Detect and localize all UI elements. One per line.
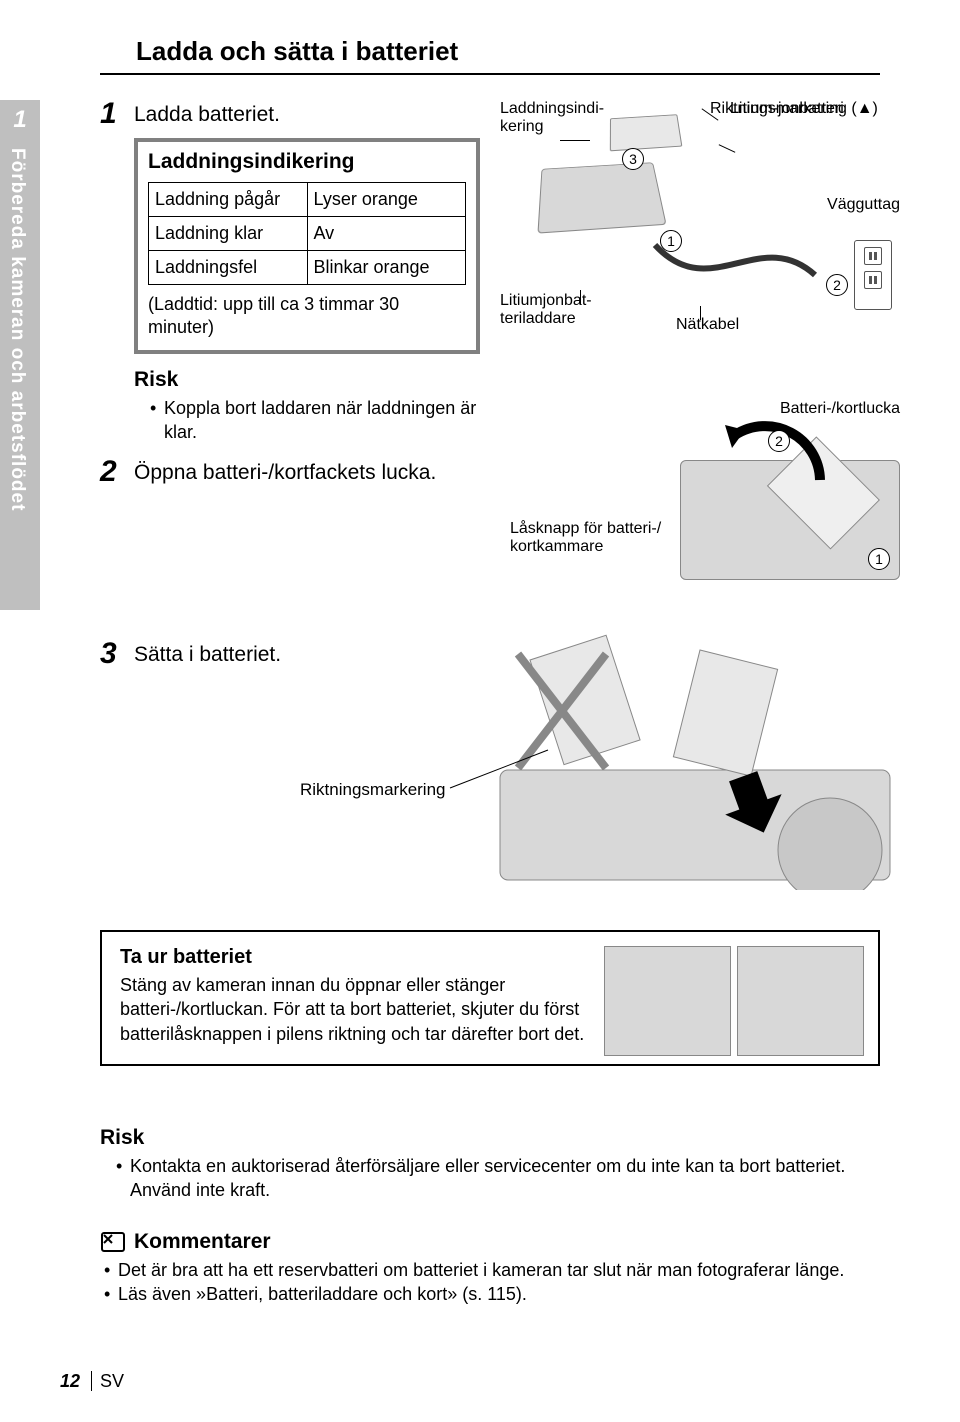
risk-2-section: Risk Kontakta en auktoriserad återförsäl… — [100, 1120, 880, 1203]
label-direction-mark-2: Riktningsmarkering — [300, 780, 446, 800]
table-row: Laddning klar Av — [149, 217, 466, 251]
callout-2b: 2 — [768, 430, 790, 452]
indicator-table: Laddning pågår Lyser orange Laddning kla… — [148, 182, 466, 285]
step-2-text: Öppna batteri-/kortfackets lucka. — [134, 458, 436, 486]
step-2-number: 2 — [100, 458, 134, 486]
risk-1-item: Koppla bort laddaren när laddningen är k… — [150, 396, 480, 445]
table-row: Laddningsfel Blinkar orange — [149, 251, 466, 285]
diagram-insert-battery: Riktningsmarkering — [300, 630, 900, 890]
indicator-cell: Laddning klar — [149, 217, 308, 251]
indicator-title: Laddningsindikering — [148, 150, 466, 174]
callout-1: 1 — [660, 230, 682, 252]
page-footer: 12 SV — [60, 1371, 124, 1392]
step-3-number: 3 — [100, 640, 134, 668]
step-3-text: Sätta i batteriet. — [134, 640, 281, 668]
table-row: Laddning pågår Lyser orange — [149, 183, 466, 217]
step-3: 3 Sätta i batteriet. — [100, 640, 281, 668]
label-power-cable: Nätkabel — [676, 316, 739, 334]
label-battery-charger: Litiumjonbat- teriladdare — [500, 292, 592, 329]
indicator-cell: Laddningsfel — [149, 251, 308, 285]
indicator-box: Laddningsindikering Laddning pågår Lyser… — [134, 138, 480, 354]
callout-2: 2 — [826, 274, 848, 296]
callout-3: 3 — [622, 148, 644, 170]
indicator-cell: Laddning pågår — [149, 183, 308, 217]
risk-2-title: Risk — [100, 1126, 880, 1150]
page-heading: Ladda och sätta i batteriet — [100, 36, 880, 75]
chapter-number: 1 — [0, 100, 40, 140]
label-wall-outlet: Vägguttag — [827, 196, 900, 214]
notes-icon — [100, 1231, 126, 1253]
remove-battery-box: Ta ur batteriet Stäng av kameran innan d… — [100, 930, 880, 1066]
indicator-cell: Blinkar orange — [307, 251, 466, 285]
insert-battery-illustration — [300, 630, 900, 890]
diagram-charger: Laddningsindi- kering Riktningsmarkering… — [500, 100, 900, 390]
remove-thumbnails — [604, 946, 864, 1056]
charger-icon — [537, 162, 666, 233]
comment-item: Det är bra att ha ett reservbatteri om b… — [104, 1258, 880, 1282]
comments-section: Kommentarer Det är bra att ha ett reserv… — [100, 1230, 880, 1307]
battery-icon — [610, 114, 683, 151]
comment-item: Läs även »Batteri, batteriladdare och ko… — [104, 1282, 880, 1306]
label-charging-indicator: Laddningsindi- kering — [500, 100, 604, 137]
remove-text: Stäng av kameran innan du öppnar eller s… — [120, 973, 590, 1046]
step-1: 1 Ladda batteriet. — [100, 100, 480, 128]
remove-thumb-icon — [737, 946, 864, 1056]
indicator-cell: Av — [307, 217, 466, 251]
label-battery-latch: Låsknapp för batteri-/ kortkammare — [510, 520, 661, 557]
remove-thumb-icon — [604, 946, 731, 1056]
chapter-rail: 1 Förbereda kameran och arbetsflödet — [0, 100, 40, 610]
wall-outlet-icon — [854, 240, 892, 310]
label-liion-battery: Litium-jonbatteri — [730, 100, 844, 118]
chapter-label: Förbereda kameran och arbetsflödet — [6, 148, 28, 511]
diagram-battery-door: Batteri-/kortlucka Låsknapp för batteri-… — [500, 400, 900, 580]
step-1-text: Ladda batteriet. — [134, 100, 280, 128]
risk-2-item: Kontakta en auktoriserad återförsäljare … — [116, 1154, 880, 1203]
comments-title-text: Kommentarer — [134, 1230, 271, 1254]
risk-1-title: Risk — [134, 368, 480, 392]
step-1-number: 1 — [100, 100, 134, 128]
load-time-note: (Laddtid: upp till ca 3 timmar 30 minute… — [148, 293, 466, 340]
indicator-cell: Lyser orange — [307, 183, 466, 217]
page-number: 12 — [60, 1371, 80, 1391]
callout-1b: 1 — [868, 548, 890, 570]
page-lang: SV — [91, 1371, 124, 1391]
label-battery-cover: Batteri-/kortlucka — [780, 400, 900, 418]
